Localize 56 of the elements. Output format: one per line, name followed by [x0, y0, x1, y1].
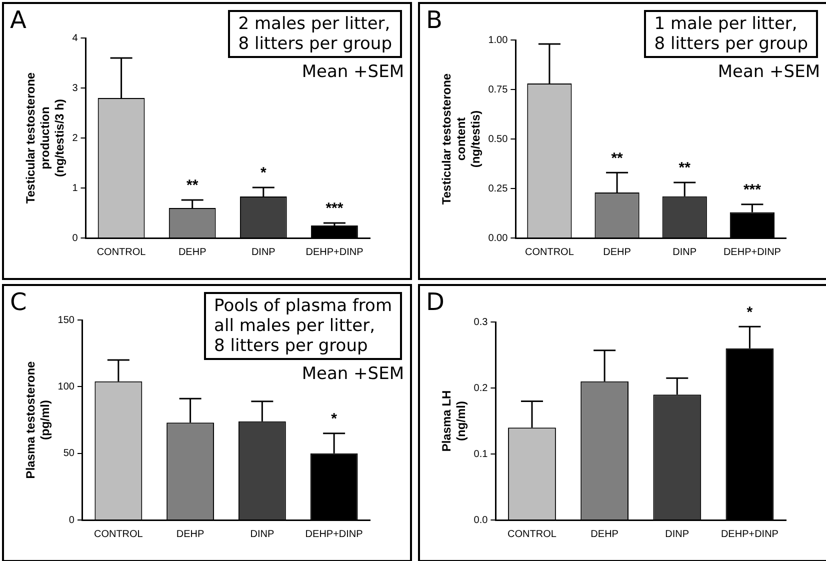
x-tick-label: CONTROL: [525, 246, 574, 258]
y-tick-label: 50: [63, 448, 75, 460]
data-label: *: [746, 304, 753, 321]
x-tick-label: DEHP+DINP: [305, 528, 364, 540]
data-label: **: [678, 160, 691, 177]
y-tick-label: 1.00: [488, 34, 508, 46]
x-tick-label: DEHP+DINP: [720, 528, 779, 540]
y-tick-label: 150: [58, 314, 75, 326]
data-label: *: [260, 164, 266, 182]
x-tick-label: DEHP: [603, 246, 632, 258]
data-label: ***: [326, 200, 344, 218]
y-tick-label: 100: [58, 381, 75, 392]
chart-title: B: [426, 6, 442, 34]
y-tick-label: 0.3: [474, 316, 488, 328]
y-tick-label: 2: [72, 132, 78, 144]
chart-title: A: [10, 6, 26, 34]
x-tick-label: DEHP: [176, 528, 205, 540]
data-label: **: [611, 150, 624, 167]
annotation: 2 males per litter, 8 litters per group: [228, 10, 402, 58]
y-axis-title: Testicular testosterone content (ng/testis): [440, 73, 482, 205]
y-tick-label: 0.0: [474, 514, 488, 526]
y-tick-label: 0: [68, 514, 75, 526]
x-tick-label: CONTROL: [94, 528, 144, 540]
y-tick-label: 3: [72, 82, 78, 94]
chart-title: C: [10, 288, 27, 316]
y-tick-label: 0.2: [474, 382, 488, 394]
y-tick-label: 0.00: [488, 232, 508, 244]
chart-title: D: [426, 288, 444, 316]
x-tick-label: DEHP+DINP: [723, 246, 782, 258]
x-tick-label: DEHP: [178, 246, 207, 258]
data-label: *: [331, 410, 338, 428]
x-tick-label: DEHP: [590, 528, 619, 540]
x-tick-label: CONTROL: [508, 528, 557, 540]
annotation: Mean +SEM: [302, 62, 404, 82]
x-tick-label: DINP: [665, 528, 690, 540]
annotation: Mean +SEM: [718, 62, 820, 82]
y-tick-label: 1: [72, 182, 78, 194]
y-tick-label: 0: [72, 232, 78, 244]
annotation: Mean +SEM: [302, 364, 404, 384]
y-axis-title: Plasma testosterone (pg/ml): [24, 360, 52, 479]
data-label: ***: [743, 181, 762, 198]
y-axis-title: Testicular testosterone production (ng/testis/3 h): [24, 72, 66, 204]
y-tick-label: 0.25: [488, 183, 508, 194]
data-label: **: [186, 177, 198, 194]
y-tick-label: 0.1: [474, 448, 488, 460]
y-tick-label: 0.50: [488, 134, 508, 145]
y-axis-title: Plasma LH (ng/ml): [440, 390, 468, 452]
x-tick-label: CONTROL: [96, 246, 146, 258]
annotation: Pools of plasma from all males per litter, 8 litters per group: [204, 292, 402, 360]
x-tick-label: DINP: [672, 246, 697, 258]
y-tick-label: 4: [72, 32, 78, 44]
annotation: 1 male per litter, 8 litters per group: [644, 10, 818, 58]
y-tick-label: 0.75: [488, 84, 508, 96]
x-tick-label: DEHP+DINP: [306, 246, 364, 258]
x-tick-label: DINP: [250, 528, 274, 540]
x-tick-label: DINP: [251, 246, 276, 258]
